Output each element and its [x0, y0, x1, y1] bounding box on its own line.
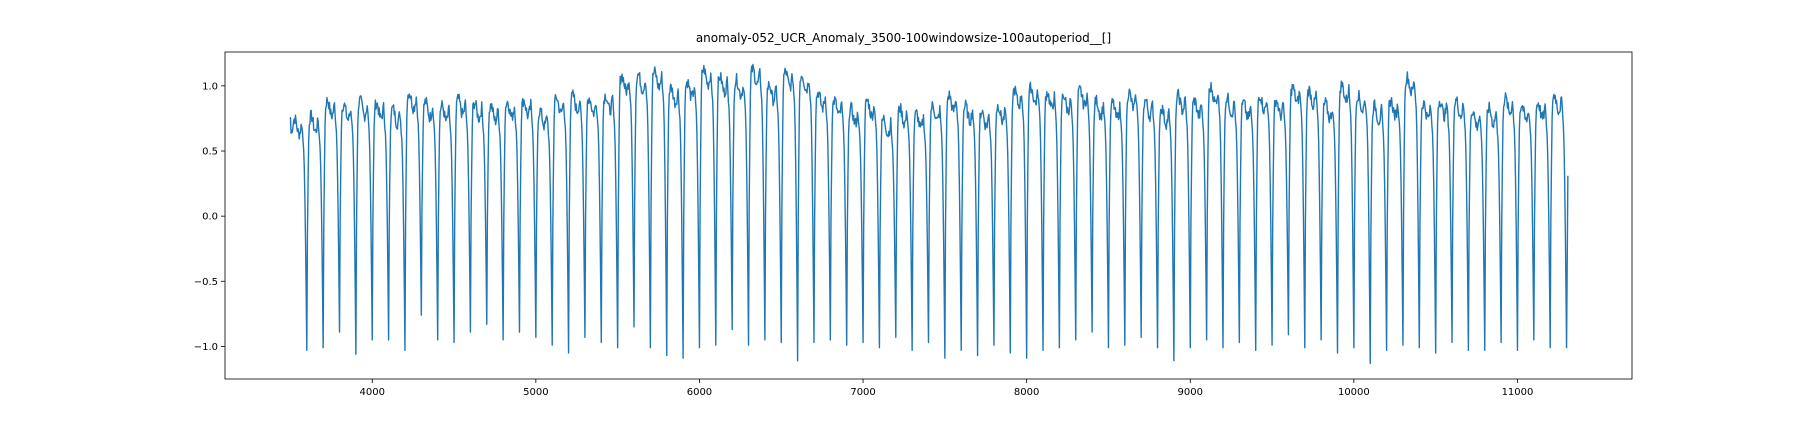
y-tick-label: 1.0	[202, 81, 218, 92]
x-axis: 4000 5000 6000 7000 8000 9000 10000 11000	[360, 379, 1534, 398]
chart-title: anomaly-052_UCR_Anomaly_3500-100windowsi…	[696, 31, 1111, 45]
y-tick-label: 0.5	[202, 147, 218, 158]
x-tick-label: 7000	[850, 387, 875, 398]
x-tick-label: 10000	[1338, 387, 1370, 398]
y-axis: 1.0 0.5 0.0 −0.5 −1.0	[194, 81, 225, 353]
y-tick-label: −1.0	[194, 342, 218, 353]
y-tick-label: −0.5	[194, 277, 218, 288]
x-tick-label: 6000	[687, 387, 712, 398]
x-tick-label: 9000	[1178, 387, 1203, 398]
x-tick-label: 5000	[523, 387, 548, 398]
plot-area	[224, 51, 1633, 380]
series-layer	[289, 63, 1569, 365]
axes-frame	[224, 51, 1633, 380]
x-tick-label: 4000	[360, 387, 385, 398]
x-tick-label: 8000	[1014, 387, 1039, 398]
series-line	[289, 63, 1569, 365]
y-tick-label: 0.0	[202, 212, 218, 223]
x-tick-label: 11000	[1502, 387, 1534, 398]
